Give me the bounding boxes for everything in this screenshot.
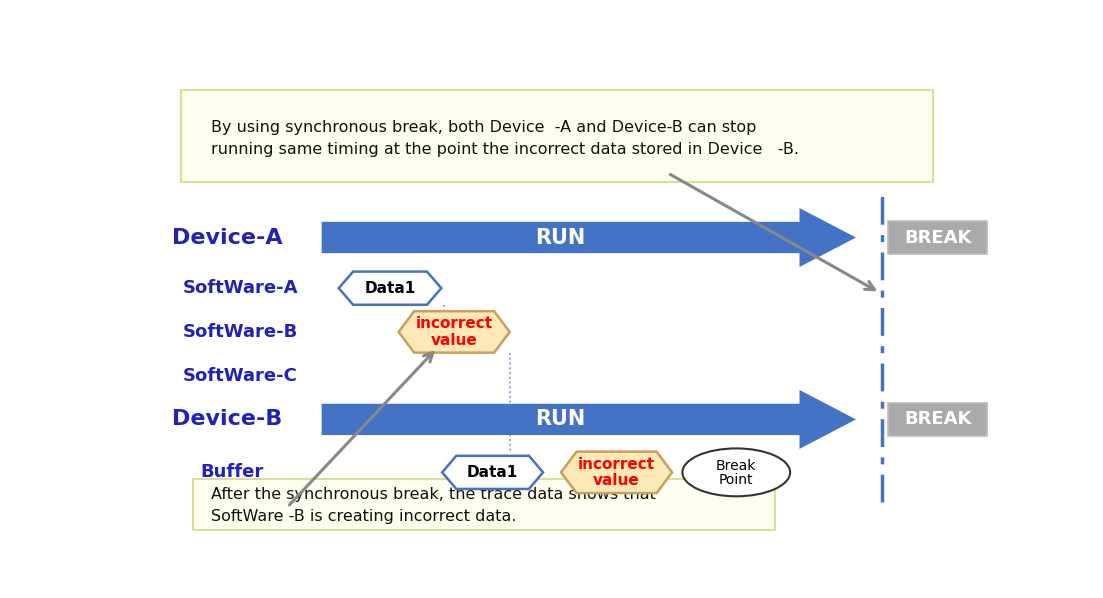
Text: value: value	[593, 473, 640, 488]
Text: Point: Point	[719, 473, 753, 487]
Text: Buffer: Buffer	[201, 463, 264, 481]
FancyBboxPatch shape	[888, 221, 987, 254]
Text: Break: Break	[716, 459, 757, 473]
Polygon shape	[322, 390, 856, 449]
Text: BREAK: BREAK	[903, 410, 972, 428]
Text: Data1: Data1	[467, 465, 518, 480]
Text: After the synchronous break, the trace data shows that
SoftWare -B is creating i: After the synchronous break, the trace d…	[211, 487, 655, 524]
Text: Data1: Data1	[364, 280, 416, 295]
Text: SoftWare-B: SoftWare-B	[183, 323, 298, 341]
Text: Device-A: Device-A	[172, 227, 283, 248]
Text: incorrect: incorrect	[578, 456, 655, 472]
Text: SoftWare-C: SoftWare-C	[183, 367, 298, 385]
Text: RUN: RUN	[535, 410, 586, 429]
Text: BREAK: BREAK	[903, 228, 972, 246]
Polygon shape	[339, 271, 441, 305]
Text: SoftWare-A: SoftWare-A	[183, 279, 298, 297]
Polygon shape	[322, 208, 856, 267]
Polygon shape	[398, 311, 510, 353]
FancyBboxPatch shape	[193, 479, 774, 530]
Text: Device-B: Device-B	[172, 410, 282, 429]
Polygon shape	[561, 451, 672, 493]
Text: incorrect: incorrect	[416, 316, 493, 331]
FancyBboxPatch shape	[181, 90, 933, 182]
FancyBboxPatch shape	[888, 403, 987, 436]
Polygon shape	[442, 456, 543, 489]
Text: value: value	[431, 332, 478, 347]
Ellipse shape	[683, 448, 790, 496]
Text: By using synchronous break, both Device  -A and Device-B can stop
running same t: By using synchronous break, both Device …	[211, 120, 799, 157]
Text: RUN: RUN	[535, 227, 586, 248]
